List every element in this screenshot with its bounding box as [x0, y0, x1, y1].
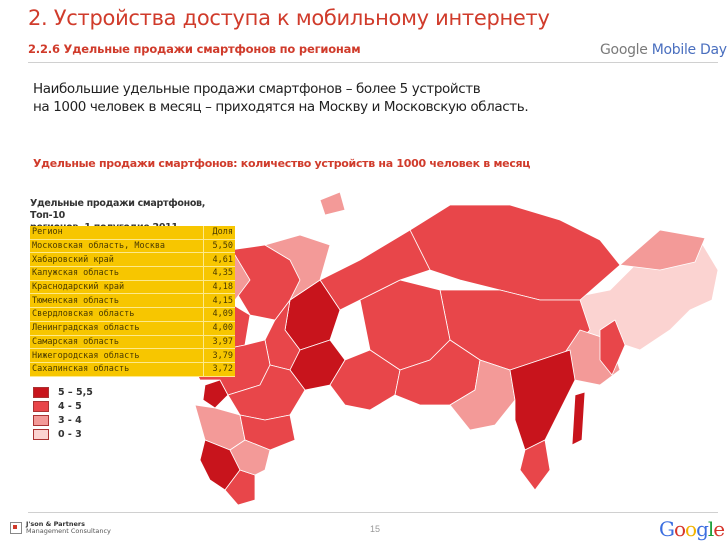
footer-divider	[28, 512, 718, 513]
legend-item: 4 - 5	[33, 399, 93, 413]
table-row: Калужская область 4,35	[30, 266, 235, 281]
map-region-krasnoyarsk	[319, 229, 431, 311]
legend-swatch	[33, 400, 49, 412]
slide-subtitle: 2.2.6 Удельные продажи смартфонов по рег…	[28, 42, 361, 56]
top10-caption-line-1: Удельные продажи смартфонов, Топ-10	[30, 198, 206, 221]
region-value: 4,35	[202, 266, 235, 281]
google-logo-text: Google	[659, 517, 725, 541]
region-name: Ленинградская область	[30, 321, 204, 336]
legend-label: 4 - 5	[58, 400, 82, 412]
table-row: Хабаровский край 4,61	[30, 252, 235, 268]
region-value: 5,50	[202, 239, 235, 254]
map-region-chukotka	[619, 229, 706, 271]
map-region-khabarovsk	[509, 349, 576, 451]
region-name: Калужская область	[30, 266, 204, 281]
region-value: 4,15	[202, 293, 235, 309]
region-value: 4,00	[202, 321, 235, 336]
table-header-row: Регион Доля	[30, 226, 235, 240]
table-row: Нижегородская область 3,79	[30, 348, 235, 363]
jp-logo: J'son & Partners Management Consultancy	[10, 521, 111, 535]
region-name: Свердловская область	[30, 307, 204, 322]
map-region-kamchatka	[599, 319, 626, 376]
map-region-moscow	[202, 379, 229, 409]
region-name: Хабаровский край	[30, 252, 204, 268]
table-row: Самарская область 3,97	[30, 335, 235, 350]
legend-label: 0 - 3	[58, 428, 82, 440]
legend-item: 5 – 5,5	[33, 385, 93, 399]
brand-google: Google	[600, 42, 648, 58]
region-value: 3,72	[202, 362, 235, 377]
legend-label: 5 – 5,5	[58, 386, 93, 398]
region-name: Самарская область	[30, 335, 204, 350]
map-region-novaya-zemlya	[319, 191, 346, 216]
slide-title: 2. Устройства доступа к мобильному интер…	[28, 6, 550, 30]
page-number: 15	[370, 524, 381, 534]
region-value: 4,61	[202, 252, 235, 268]
region-value: 4,18	[202, 280, 235, 295]
region-value: 4,09	[202, 307, 235, 322]
table-row: Ленинградская область 4,00	[30, 321, 235, 336]
map-legend: 5 – 5,5 4 - 5 3 - 4 0 - 3	[33, 385, 93, 441]
google-logo: Google	[659, 517, 725, 541]
legend-item: 0 - 3	[33, 427, 93, 441]
region-name: Краснодарский край	[30, 280, 204, 295]
column-header-share: Доля	[202, 226, 235, 240]
map-region-south-1	[194, 404, 246, 451]
legend-swatch	[33, 386, 49, 398]
jp-logo-name: J'son & Partners	[26, 520, 85, 528]
table-row: Свердловская область 4,09	[30, 307, 235, 322]
region-value: 3,97	[202, 335, 235, 350]
legend-label: 3 - 4	[58, 414, 82, 426]
jp-logo-tagline: Management Consultancy	[26, 527, 111, 535]
jp-logo-icon	[10, 522, 22, 534]
map-caption: Удельные продажи смартфонов: количество …	[33, 157, 531, 170]
table-row: Тюменская область 4,15	[30, 293, 235, 309]
legend-swatch	[33, 428, 49, 440]
header-divider	[28, 62, 718, 63]
table-row: Сахалинская область 3,72	[30, 362, 235, 377]
region-name: Сахалинская область	[30, 362, 204, 377]
region-name: Нижегородская область	[30, 348, 204, 363]
map-region-south-3	[229, 439, 271, 476]
legend-swatch	[33, 414, 49, 426]
headline-line-1: Наибольшие удельные продажи смартфонов –…	[33, 81, 481, 97]
jp-logo-text: J'son & Partners Management Consultancy	[26, 521, 111, 535]
region-name: Московская область, Москва	[30, 239, 204, 254]
map-region-far-north	[409, 204, 621, 301]
google-mobile-day-logo: Google Mobile Day	[600, 42, 727, 58]
top10-table: Регион Доля Московская область, Москва 5,…	[30, 226, 235, 377]
headline: Наибольшие удельные продажи смартфонов –…	[33, 80, 593, 116]
brand-mobile-day: Mobile Day	[651, 42, 727, 58]
table-row: Московская область, Москва 5,50	[30, 239, 235, 254]
table-row: Краснодарский край 4,18	[30, 280, 235, 295]
map-region-primorye	[519, 439, 551, 491]
map-region-caucasus	[224, 469, 256, 506]
map-region-arkhangelsk	[264, 234, 331, 301]
headline-line-2: на 1000 человек в месяц – приходятся на …	[33, 99, 529, 115]
region-value: 3,79	[202, 348, 235, 363]
legend-item: 3 - 4	[33, 413, 93, 427]
map-region-sakhalin	[571, 391, 586, 446]
column-header-region: Регион	[30, 226, 204, 240]
region-name: Тюменская область	[30, 293, 204, 309]
